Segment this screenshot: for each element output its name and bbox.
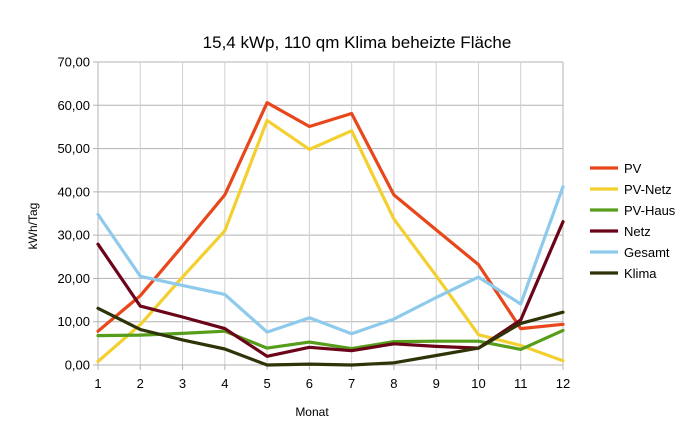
y-tick-label: 30,00 [57,228,90,243]
x-tick-label: 2 [137,376,144,391]
x-tick-label: 1 [94,376,101,391]
y-tick-label: 60,00 [57,98,90,113]
x-tick-label: 8 [390,376,397,391]
legend-label: PV [624,161,642,176]
legend-label: Klima [624,266,657,281]
x-tick-label: 12 [556,376,570,391]
y-axis-label: kWh/Tag [26,203,40,250]
y-tick-label: 0,00 [65,358,90,373]
x-tick-label: 5 [263,376,270,391]
y-tick-label: 70,00 [57,55,90,70]
legend-label: Netz [624,224,651,239]
x-tick-label: 11 [514,376,528,391]
x-tick-label: 10 [471,376,485,391]
x-tick-label: 4 [221,376,228,391]
x-tick-label: 3 [179,376,186,391]
x-tick-label: 6 [306,376,313,391]
series-line-pv [96,101,565,333]
y-tick-label: 50,00 [57,141,90,156]
legend-label: PV-Netz [624,182,672,197]
legend: PV PV-Netz PV-Haus Netz Gesamt Klima [590,161,676,281]
series-line-gesamt [96,185,565,336]
x-tick-label: 9 [433,376,440,391]
x-tick-label: 7 [348,376,355,391]
y-tick-label: 10,00 [57,314,90,329]
series-layer [96,101,565,367]
x-axis-label: Monat [295,405,329,419]
axes: 0,00 10,00 20,00 30,00 40,00 50,00 60,00 70,00 1… [57,55,570,392]
grid [97,61,564,366]
y-tick-label: 20,00 [57,271,90,286]
legend-label: Gesamt [624,245,670,260]
series-line-klima [96,306,565,367]
legend-label: PV-Haus [624,203,676,218]
y-tick-label: 40,00 [57,184,90,199]
chart-title: 15,4 kWp, 110 qm Klima beheizte Fläche [203,33,512,52]
